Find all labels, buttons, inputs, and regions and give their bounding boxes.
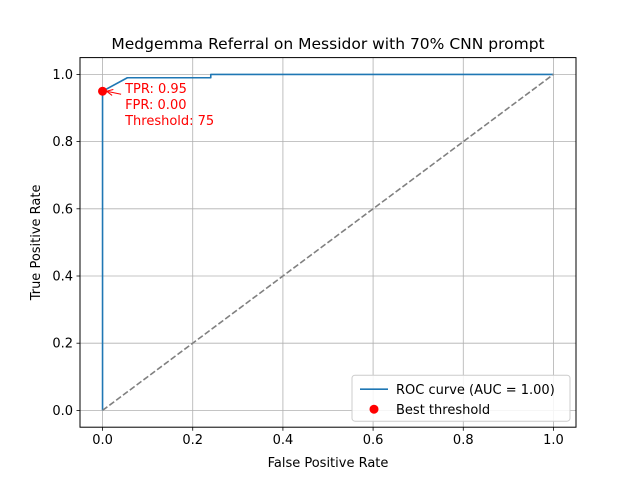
y-tick-label: 0.8 [52, 135, 73, 150]
legend-best-threshold-label: Best threshold [396, 403, 490, 418]
annotation-arrowhead [105, 89, 114, 96]
annotation-text: Threshold: 75 [124, 114, 214, 129]
points-layer [98, 86, 108, 96]
best-threshold-point [98, 86, 108, 96]
y-axis-label: True Positive Rate [29, 184, 44, 301]
legend: ROC curve (AUC = 1.00) Best threshold [351, 374, 571, 422]
y-axis-ticks: 0.0 0.2 0.4 0.6 0.8 1.0 [52, 68, 80, 419]
legend-roc-label: ROC curve (AUC = 1.00) [396, 383, 555, 398]
x-axis-label: False Positive Rate [268, 456, 389, 471]
y-tick-label: 1.0 [52, 68, 73, 83]
x-tick-label: 0.2 [182, 433, 203, 448]
x-tick-label: 0.0 [92, 433, 113, 448]
y-tick-label: 0.4 [52, 270, 73, 285]
x-tick-label: 1.0 [543, 433, 564, 448]
annotation-text: FPR: 0.00 [125, 98, 186, 113]
x-tick-label: 0.8 [453, 433, 474, 448]
plot-frame [79, 57, 577, 428]
legend-box [351, 374, 571, 422]
y-tick-label: 0.6 [52, 202, 73, 217]
y-tick-label: 0.2 [52, 337, 73, 352]
y-tick-label: 0.0 [52, 404, 73, 419]
annotation-arrow [106, 90, 122, 95]
grid [80, 57, 576, 428]
chance-diagonal-line [102, 73, 554, 412]
x-tick-label: 0.6 [363, 433, 384, 448]
legend-best-threshold-swatch [369, 404, 379, 414]
annotation-text: TPR: 0.95 [124, 82, 187, 97]
x-tick-label: 0.4 [273, 433, 294, 448]
x-axis-ticks: 0.0 0.2 0.4 0.6 0.8 1.0 [92, 427, 564, 448]
chart-title: Medgemma Referral on Messidor with 70% C… [111, 35, 544, 53]
